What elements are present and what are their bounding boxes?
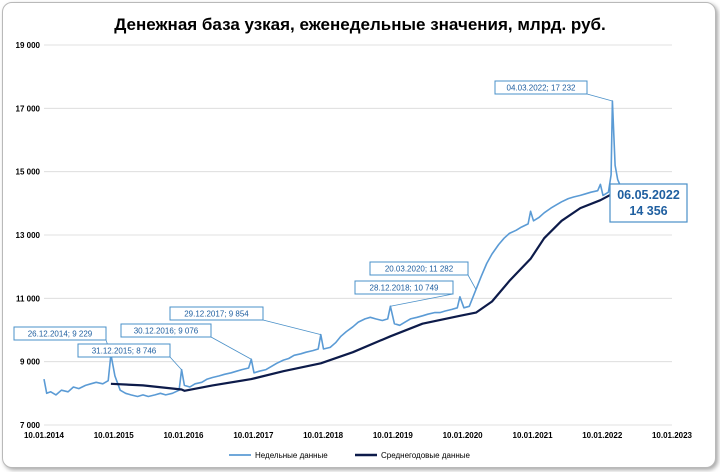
x-tick-label: 10.01.2019 (373, 431, 414, 440)
annotation-label: 31.12.2015; 8 746 (92, 347, 157, 356)
annotation-box (354, 280, 454, 295)
y-axis-ticks: 7 000 9 000 11 000 13 000 15 000 17 000 19 000 (16, 41, 41, 430)
annotation-box (494, 80, 588, 95)
legend: Недельные данные Среднегодовые данные (229, 451, 471, 460)
x-tick-label: 10.01.2014 (24, 431, 65, 440)
annotation-box (169, 306, 264, 321)
y-tick-label: 11 000 (16, 294, 41, 303)
annotation-leader (467, 274, 477, 290)
weekly-series-line (43, 100, 626, 398)
x-tick-label: 10.01.2023 (652, 431, 693, 440)
last-value-box (609, 183, 688, 223)
x-tick-label: 10.01.2022 (582, 431, 623, 440)
y-tick-label: 9 000 (20, 358, 41, 367)
annotation-label: 20.03.2020; 11 282 (385, 265, 454, 274)
annotation-label: 04.03.2022; 17 232 (507, 84, 577, 93)
y-tick-label: 15 000 (16, 168, 41, 177)
x-tick-label: 10.01.2016 (163, 431, 204, 440)
annotation-label: 30.12.2016; 9 076 (134, 327, 199, 336)
last-value-number: 14 356 (629, 204, 667, 218)
annotation-leader (169, 356, 182, 370)
annotation-box (77, 343, 171, 358)
annotation-leader (390, 293, 454, 307)
x-tick-label: 10.01.2017 (233, 431, 274, 440)
x-tick-label: 10.01.2021 (513, 431, 554, 440)
y-tick-label: 7 000 (20, 421, 41, 430)
annual-average-series-line (110, 186, 625, 392)
annotation-box (369, 261, 469, 276)
annotation-box (13, 326, 107, 341)
chart-title: Денежная база узкая, еженедельные значен… (114, 15, 606, 34)
annotation-label: 29.12.2017; 9 854 (184, 310, 249, 319)
series-lines (43, 100, 626, 398)
annotation-leader (210, 336, 252, 360)
annotation-leader (262, 319, 321, 336)
annotation-box (120, 323, 212, 338)
grid (44, 44, 672, 426)
x-axis-ticks: 10.01.2014 10.01.2015 10.01.2016 10.01.2017… (24, 431, 693, 440)
y-tick-label: 19 000 (16, 41, 41, 50)
y-tick-label: 17 000 (16, 104, 41, 113)
legend-label: Недельные данные (255, 451, 328, 460)
annotation-label: 28.12.2018; 10 749 (370, 284, 440, 293)
x-tick-label: 10.01.2015 (94, 431, 135, 440)
last-value-date: 06.05.2022 (617, 188, 680, 202)
last-value-callout: 06.05.2022 14 356 (609, 183, 688, 223)
x-tick-label: 10.01.2018 (303, 431, 344, 440)
legend-label: Среднегодовые данные (381, 451, 471, 460)
x-tick-label: 10.01.2020 (443, 431, 484, 440)
annotations: 26.12.2014; 9 229 31.12.2015; 8 746 30.12.… (13, 80, 613, 370)
y-tick-label: 13 000 (16, 231, 41, 240)
annotation-label: 26.12.2014; 9 229 (28, 330, 93, 339)
annotation-leader (586, 93, 613, 102)
